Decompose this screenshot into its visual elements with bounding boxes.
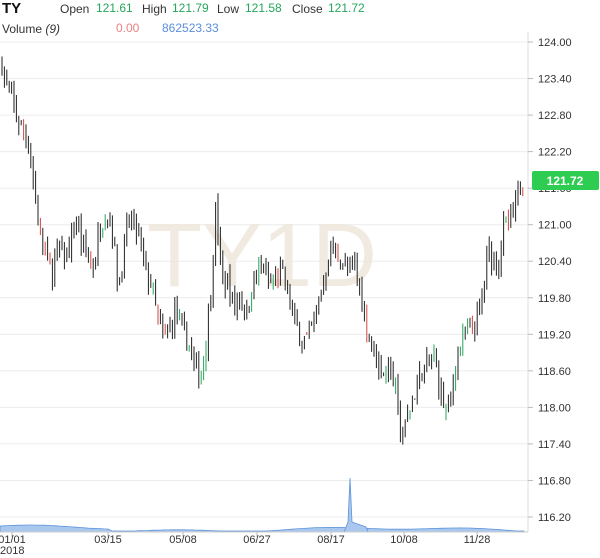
volume-label: Volume (9): [2, 22, 60, 36]
close-label: Close: [292, 2, 323, 16]
y-tick-label: 118.00: [538, 402, 571, 414]
volume-area: [0, 477, 525, 533]
high-label: High: [142, 2, 167, 16]
y-tick-label: 120.40: [538, 256, 572, 268]
volume-label-text: Volume: [2, 22, 43, 36]
low-label: Low: [217, 2, 240, 16]
high-value: 121.79: [172, 1, 209, 15]
y-tick-label: 119.20: [538, 329, 571, 341]
open-label: Open: [60, 2, 90, 16]
x-tick-label: 03/15: [94, 534, 122, 546]
x-axis: 01/01 03/15 05/08 06/27 08/17 10/08 11/28 2018: [0, 532, 490, 557]
y-axis: 124.00123.40122.80122.20121.60121.00120.…: [528, 37, 572, 524]
x-tick-label: 11/28: [464, 534, 491, 546]
close-value: 121.72: [328, 1, 365, 15]
x-sub-label: 2018: [0, 545, 24, 557]
y-tick-label: 124.00: [538, 37, 572, 49]
symbol-title: TY: [2, 0, 22, 17]
y-tick-label: 117.40: [538, 439, 571, 451]
open-value: 121.61: [96, 1, 133, 15]
volume-fill: [0, 524, 525, 533]
y-tick-label: 121.00: [538, 220, 572, 232]
y-tick-label: 119.80: [538, 293, 571, 305]
x-tick-label: 10/08: [390, 534, 418, 546]
volume-period: (9): [45, 22, 61, 36]
y-tick-label: 118.60: [538, 366, 571, 378]
y-tick-label: 122.80: [538, 110, 572, 122]
volume-spike: [343, 477, 369, 533]
x-tick-label: 01/01: [0, 534, 26, 546]
quote-header: TY Open 121.61 High 121.79 Low 121.58 Cl…: [0, 0, 600, 40]
x-tick-label: 06/27: [243, 534, 271, 546]
grid-lines: [0, 41, 528, 518]
y-tick-label: 123.40: [538, 74, 572, 86]
low-value: 121.58: [245, 1, 282, 15]
y-tick-label: 116.80: [538, 475, 571, 487]
candles: [1, 56, 524, 445]
x-tick-label: 08/17: [317, 534, 345, 546]
volume-value: 862523.33: [162, 21, 219, 35]
last-price-tag-text: 121.72: [547, 174, 584, 188]
last-price-tag: 121.72: [532, 171, 599, 190]
y-tick-label: 116.20: [538, 512, 571, 524]
last-price-tag-bg: [532, 171, 599, 190]
x-tick-label: 05/08: [169, 534, 197, 546]
volume-change: 0.00: [116, 21, 140, 35]
watermark: TY1D: [147, 206, 377, 306]
y-tick-label: 122.20: [538, 147, 572, 159]
